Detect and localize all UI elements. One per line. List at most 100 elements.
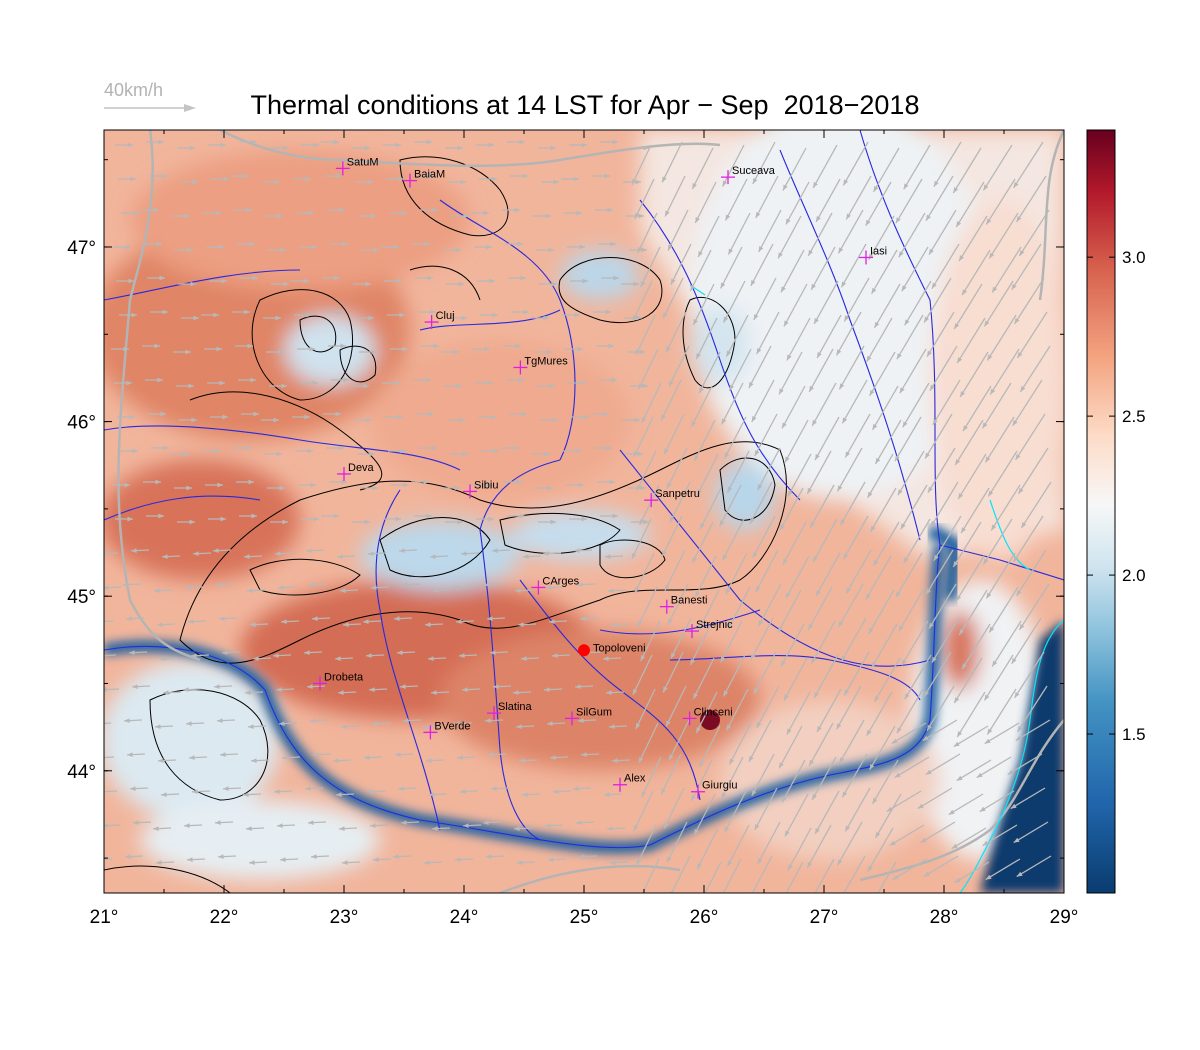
wind-arrow-head [664,448,669,455]
wind-arrow [895,178,923,224]
city-marker: Clinceni [682,706,733,726]
wind-arrow-head [365,281,371,287]
city-label: Drobeta [324,671,364,683]
wind-arrow-head [729,758,735,765]
city-marker: Alex [613,773,646,792]
wind-arrow-head [948,809,955,815]
wind-arrow-head [337,554,343,559]
wind-arrow [933,515,962,562]
wind-arrow-head [962,289,967,296]
wind-arrow [988,212,1019,259]
wind-arrow-head [578,718,584,723]
wind-arrow-head [870,525,876,532]
wind-arrow-head [954,323,960,330]
wind-arrow [872,147,900,193]
wind-arrow-head [873,559,879,566]
wind-arrow-head [608,588,614,593]
wind-arrow-head [698,251,703,258]
wind-arrow-head [750,653,756,660]
wind-arrow-head [486,854,492,859]
wind-arrow-head [190,281,196,287]
wind-arrow [810,620,836,665]
wind-arrow-head [131,312,137,318]
wind-arrow-head [154,588,160,593]
wind-arrow-head [522,173,528,179]
wind-arrow [990,484,1021,531]
wind-arrow [810,246,836,291]
highlight-station-label: Topoloveni [593,642,646,654]
wind-arrow-head [865,219,871,226]
wind-arrow [692,283,715,326]
wind-arrow [812,144,838,189]
wind-arrow-head [583,414,589,420]
wind-arrow [631,144,652,186]
wind-arrow-head [875,831,881,838]
wind-arrow-head [280,857,286,862]
wind-arrow [871,249,898,295]
y-tick-label: 46° [67,413,96,434]
city-marker: Iasi [859,245,887,265]
wind-arrow-head [1019,250,1025,256]
wind-arrow-head [160,411,166,417]
wind-arrow-head [928,248,934,255]
city-label: Iasi [870,245,887,257]
wind-arrow-head [310,718,316,723]
wind-arrow-head [894,455,900,462]
wind-arrow-head [816,589,821,596]
city-marker: CArges [531,575,580,595]
wind-arrow-head [393,854,399,859]
city-label: BVerde [434,720,470,732]
wind-arrow-head [333,513,339,519]
wind-arrow-head [815,453,820,460]
wind-arrow [983,654,1014,701]
contour-lines [104,156,787,893]
wind-arrow [872,521,900,567]
city-marker: Strejnic [685,619,733,639]
wind-arrow-head [643,519,649,525]
wind-arrow-head [552,417,558,423]
wind-arrow [991,620,1022,667]
city-marker: Deva [337,462,375,481]
wind-arrow-head [787,864,793,871]
wind-arrow-head [783,320,789,327]
wind-arrow-head [218,244,224,250]
wind-arrow-head [104,585,109,590]
wind-arrow [925,549,954,595]
wind-arrow [902,382,930,428]
wind-arrow-head [779,388,784,395]
wind-arrow [669,481,691,523]
wind-arrow [808,348,834,393]
wind-arrow-head [214,684,220,689]
wind-arrow-head [720,282,726,289]
wind-arrow-head [697,489,702,496]
wind-arrow-head [188,619,194,624]
wind-arrow [896,314,924,360]
wind-arrow [757,447,781,491]
wind-arrow [753,651,777,695]
city-marker: Drobeta [313,671,364,691]
wind-arrow [927,447,956,493]
wind-arrow-head [277,823,283,828]
wind-arrow-head [581,516,587,522]
wind-arrow-head [130,176,136,182]
wind-arrow [917,787,953,810]
wind-arrow-head [336,173,342,179]
wind-arrow-head [313,752,319,757]
wind-arrow-head [898,251,904,258]
wind-arrow-head [669,516,675,523]
wind-arrow [104,654,117,657]
wind-arrow-head [812,793,817,800]
wind-arrow-head [871,661,877,668]
wind-arrow [958,589,988,636]
wind-arrow-head [985,874,992,880]
wind-arrow-head [814,691,819,698]
wind-arrow-head [757,484,763,491]
wind-vectors [104,139,1052,893]
city-markers: SatuM BaiaM Suceava Iasi Cluj TgMures Deva Sibi… [313,156,887,799]
wind-arrow [697,215,720,258]
wind-arrow [782,147,807,191]
wind-arrow-head [695,591,700,598]
wind-arrow-head [252,275,258,281]
wind-arrow-head [223,786,229,791]
wind-arrow-head [901,285,907,292]
